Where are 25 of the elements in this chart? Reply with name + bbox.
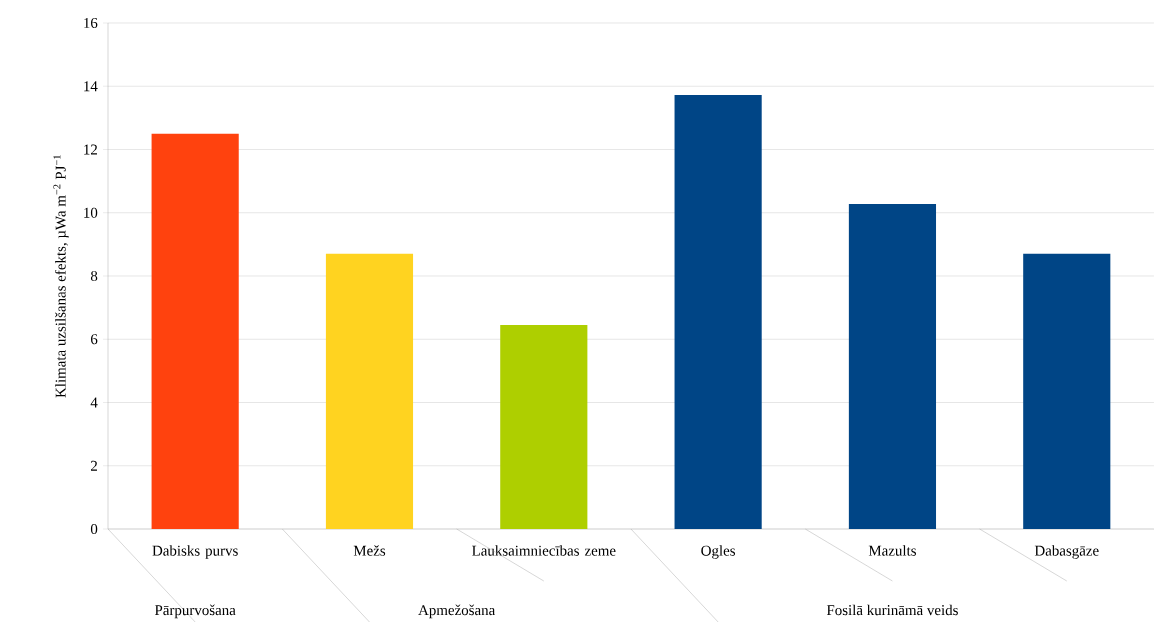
- bar: [1023, 253, 1111, 529]
- y-tick-label: 0: [90, 523, 98, 535]
- x-tick-label: Ogles: [701, 545, 736, 559]
- y-tick-label: 14: [84, 81, 98, 92]
- x-tick-label: Dabisks purvs: [152, 545, 238, 559]
- text: Apmežošana: [418, 604, 496, 619]
- y-tick-label: 4: [90, 397, 98, 408]
- y-tick-label: 16: [84, 17, 98, 29]
- y-tick-label: 10: [84, 207, 98, 218]
- y-tick-label: 8: [90, 270, 98, 282]
- text: Pārpurvošana: [154, 604, 236, 619]
- bar: [500, 325, 588, 529]
- text: Fosilā kurināmā veids: [826, 604, 958, 616]
- bar: [674, 95, 762, 529]
- x-tick-label: Lauksaimniecības zeme: [472, 545, 616, 556]
- y-tick-label: 2: [91, 460, 97, 471]
- x-tick-label: Mežs: [353, 545, 386, 556]
- y-tick-label: 6: [90, 334, 98, 345]
- bar: [151, 133, 239, 529]
- x-tick-label: Dabasgāze: [1034, 545, 1099, 559]
- bar: [848, 203, 937, 529]
- y-axis-title: Klimata uzsilšanas efekts, µWa m$^{−2}$ PJ$^{−1}$: [53, 155, 69, 398]
- bar: [325, 253, 414, 529]
- y-tick-label: 12: [84, 144, 97, 155]
- x-tick-label: Mazults: [868, 545, 916, 556]
